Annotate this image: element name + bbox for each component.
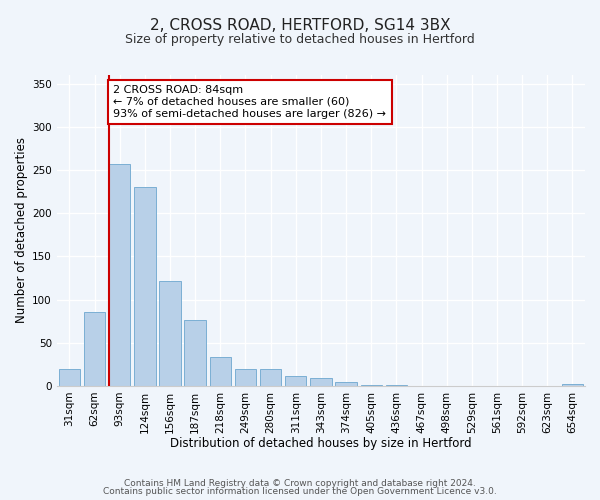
Bar [84, 312, 105, 386]
Bar [285, 376, 307, 386]
Bar [260, 368, 281, 386]
Text: Contains public sector information licensed under the Open Government Licence v3: Contains public sector information licen… [103, 487, 497, 496]
Bar [310, 378, 332, 386]
Y-axis label: Number of detached properties: Number of detached properties [15, 138, 28, 324]
Text: Contains HM Land Registry data © Crown copyright and database right 2024.: Contains HM Land Registry data © Crown c… [124, 478, 476, 488]
Bar [134, 188, 155, 386]
Bar [109, 164, 130, 386]
Bar [235, 368, 256, 386]
Bar [209, 358, 231, 386]
X-axis label: Distribution of detached houses by size in Hertford: Distribution of detached houses by size … [170, 437, 472, 450]
Bar [335, 382, 357, 386]
Bar [159, 280, 181, 386]
Text: 2 CROSS ROAD: 84sqm
← 7% of detached houses are smaller (60)
93% of semi-detache: 2 CROSS ROAD: 84sqm ← 7% of detached hou… [113, 86, 386, 118]
Bar [562, 384, 583, 386]
Text: Size of property relative to detached houses in Hertford: Size of property relative to detached ho… [125, 32, 475, 46]
Bar [386, 385, 407, 386]
Bar [361, 385, 382, 386]
Text: 2, CROSS ROAD, HERTFORD, SG14 3BX: 2, CROSS ROAD, HERTFORD, SG14 3BX [149, 18, 451, 32]
Bar [184, 320, 206, 386]
Bar [59, 370, 80, 386]
